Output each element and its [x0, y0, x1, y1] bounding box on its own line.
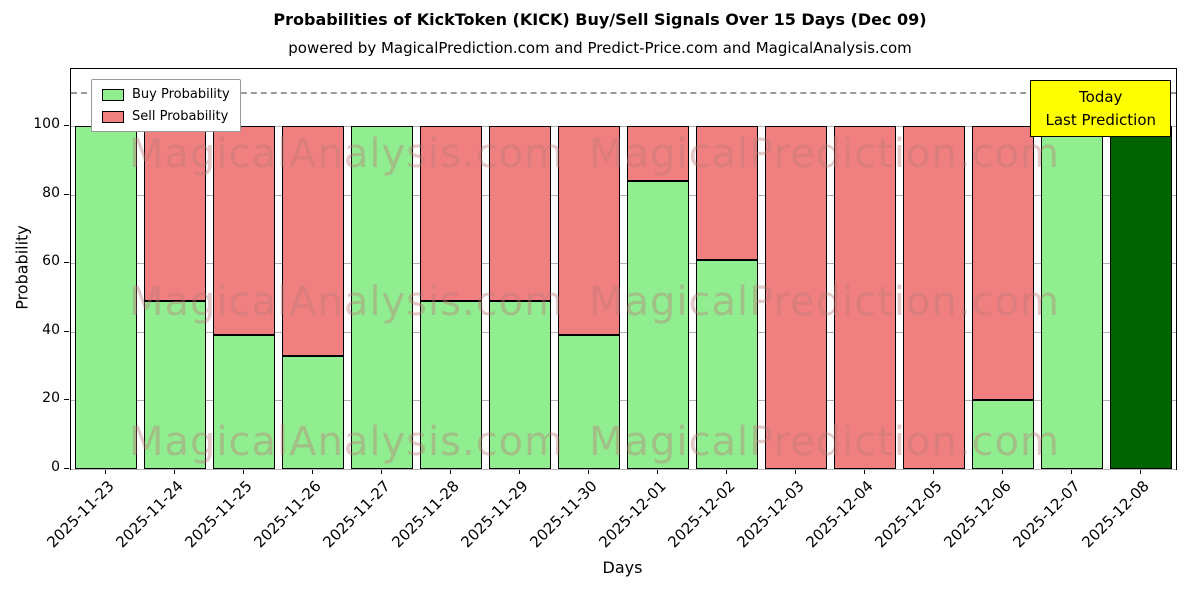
- x-tick-mark: [657, 469, 659, 474]
- y-tick-mark: [64, 468, 69, 469]
- bar-sell-2025-11-29: [488, 125, 551, 301]
- y-tick-mark: [64, 193, 69, 195]
- bar-sell-2025-11-24: [143, 125, 206, 301]
- watermark-text: MagicalPrediction.com: [589, 279, 1060, 325]
- sell-color-swatch: [102, 110, 124, 123]
- legend-label-sell: Sell Probability: [132, 109, 229, 124]
- bar-buy-2025-12-01: [627, 180, 690, 469]
- bar-buy-2025-12-07: [1041, 125, 1104, 469]
- bar-buy-2025-11-26: [281, 355, 344, 469]
- x-tick-mark: [311, 469, 313, 474]
- watermark-text: MagicalAnalysis.com: [129, 419, 565, 465]
- buy-color-swatch: [102, 88, 124, 101]
- bar-sell-2025-11-28: [419, 125, 482, 301]
- bar-sell-2025-11-26: [281, 125, 344, 356]
- bar-sell-2025-11-25: [212, 125, 275, 336]
- bar-buy-2025-11-24: [143, 300, 206, 469]
- x-tick-mark: [173, 469, 175, 474]
- bar-buy-2025-11-27: [350, 125, 413, 469]
- y-tick-mark: [64, 330, 69, 332]
- y-tick-mark: [64, 262, 69, 264]
- x-tick-label: 2025-11-23: [42, 477, 118, 552]
- bar-sell-2025-12-03: [765, 125, 828, 469]
- x-tick-mark: [933, 469, 935, 474]
- x-axis-label: Days: [602, 558, 643, 577]
- x-tick-mark: [449, 469, 451, 474]
- plot-area: Buy Probability Sell Probability Today L…: [70, 68, 1177, 470]
- y-tick-label: 20: [42, 390, 60, 407]
- bar-sell-2025-12-05: [903, 125, 966, 469]
- y-tick-label: 80: [42, 184, 60, 201]
- dashed-threshold-line: [71, 91, 1176, 94]
- bar-sell-2025-12-01: [627, 125, 690, 181]
- y-tick-label: 100: [33, 115, 60, 132]
- today-annotation-line2: Last Prediction: [1045, 110, 1156, 129]
- watermark-text: MagicalAnalysis.com: [129, 131, 565, 177]
- x-tick-mark: [380, 469, 382, 474]
- bar-sell-2025-12-06: [972, 125, 1035, 401]
- bar-sell-2025-12-04: [834, 125, 897, 469]
- watermark-text: MagicalAnalysis.com: [129, 279, 565, 325]
- bar-sell-2025-11-30: [557, 125, 620, 336]
- x-tick-mark: [864, 469, 866, 474]
- x-tick-mark: [795, 469, 797, 474]
- x-tick-mark: [518, 469, 520, 474]
- x-tick-mark: [104, 469, 106, 474]
- watermark-text: MagicalPrediction.com: [589, 419, 1060, 465]
- gridline-y100: [71, 125, 1176, 127]
- y-tick-label: 60: [42, 253, 60, 270]
- chart-subtitle: powered by MagicalPrediction.com and Pre…: [288, 39, 912, 57]
- x-tick-mark: [1002, 469, 1004, 474]
- bar-buy-2025-11-25: [212, 335, 275, 469]
- x-tick-mark: [1140, 469, 1142, 474]
- chart-title: Probabilities of KickToken (KICK) Buy/Se…: [273, 10, 927, 29]
- watermark-text: MagicalPrediction.com: [589, 131, 1060, 177]
- y-tick-label: 0: [51, 459, 60, 475]
- today-annotation-line1: Today: [1079, 88, 1123, 106]
- bar-buy-2025-11-30: [557, 335, 620, 469]
- legend-item-sell: Sell Probability: [102, 109, 230, 124]
- gridline-y20: [71, 400, 1176, 402]
- bar-sell-2025-12-02: [696, 125, 759, 260]
- y-tick-label: 40: [42, 321, 60, 338]
- legend-item-buy: Buy Probability: [102, 87, 230, 102]
- x-tick-mark: [1071, 469, 1073, 474]
- gridline-y40: [71, 331, 1176, 333]
- gridline-y80: [71, 194, 1176, 196]
- bar-buy-2025-12-08: [1110, 125, 1173, 469]
- today-annotation: Today Last Prediction: [1030, 80, 1171, 137]
- gridline-y60: [71, 263, 1176, 265]
- x-tick-mark: [726, 469, 728, 474]
- x-tick-mark: [587, 469, 589, 474]
- bar-buy-2025-12-02: [696, 259, 759, 469]
- bar-buy-2025-11-28: [419, 300, 482, 469]
- gridline-y0: [71, 469, 1176, 470]
- x-tick-mark: [242, 469, 244, 474]
- bar-buy-2025-11-29: [488, 300, 551, 469]
- legend-label-buy: Buy Probability: [132, 87, 230, 102]
- y-tick-mark: [64, 124, 69, 126]
- legend: Buy Probability Sell Probability: [91, 79, 241, 132]
- bar-buy-2025-12-06: [972, 400, 1035, 469]
- bar-buy-2025-11-23: [74, 125, 137, 469]
- y-tick-mark: [64, 399, 69, 401]
